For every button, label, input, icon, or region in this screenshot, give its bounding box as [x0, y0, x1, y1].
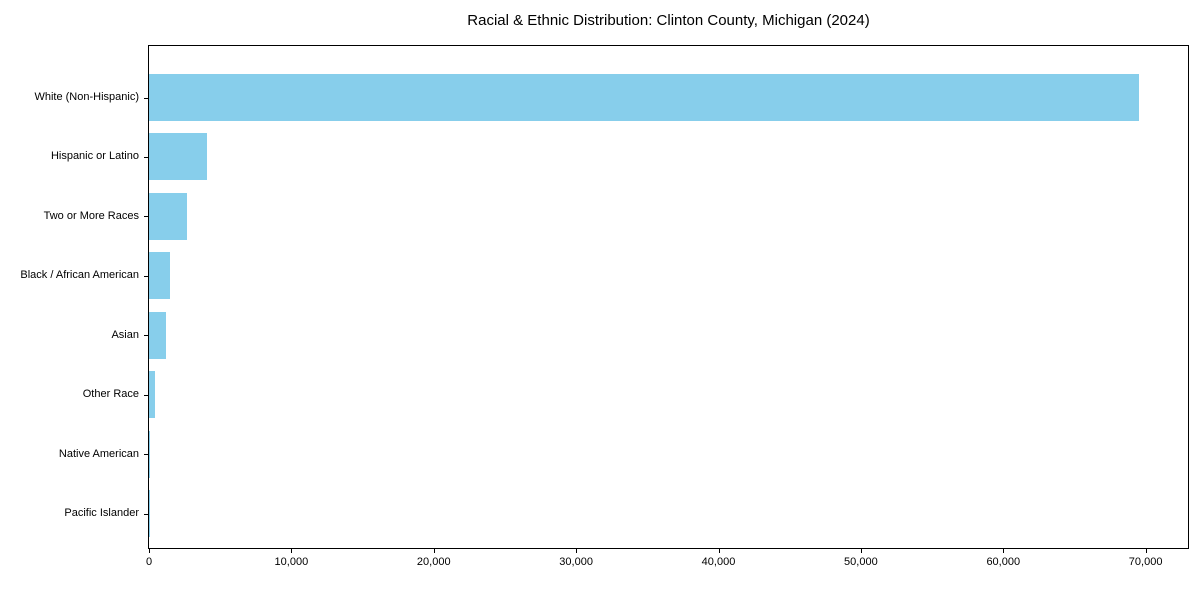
- chart-title: Racial & Ethnic Distribution: Clinton Co…: [467, 12, 870, 29]
- y-tick-mark: [144, 97, 148, 99]
- y-tick-mark: [144, 335, 148, 337]
- x-tick-mark: [291, 549, 293, 553]
- bar-white-non-hispanic: [149, 74, 1139, 121]
- bar-other-race: [149, 371, 156, 419]
- bar-asian: [149, 311, 167, 359]
- x-tick-label: 10,000: [274, 556, 309, 568]
- bar-black-african-american: [149, 252, 170, 300]
- x-tick-label: 0: [145, 556, 153, 568]
- y-tick-mark: [144, 216, 148, 218]
- y-tick-mark: [144, 275, 148, 277]
- x-tick-label: 30,000: [559, 556, 593, 568]
- x-tick-label: 60,000: [986, 556, 1021, 568]
- y-tick-label: Asian: [111, 328, 139, 341]
- y-tick-label: Hispanic or Latino: [50, 150, 139, 163]
- x-tick-label: 50,000: [844, 556, 878, 568]
- x-tick-mark: [433, 549, 435, 553]
- x-tick-mark: [1003, 549, 1005, 553]
- x-tick-label: 70,000: [1128, 556, 1163, 568]
- bar-hispanic-or-latino: [149, 133, 208, 181]
- y-tick-label: Two or More Races: [43, 209, 139, 222]
- y-tick-mark: [144, 513, 148, 515]
- x-tick-mark: [860, 549, 862, 553]
- x-tick-mark: [718, 549, 720, 553]
- x-tick-mark: [149, 549, 150, 553]
- y-tick-label: Black / African American: [20, 269, 139, 282]
- x-tick-label: 40,000: [701, 556, 736, 568]
- x-tick-mark: [1145, 549, 1147, 553]
- x-tick-mark: [576, 549, 578, 553]
- y-tick-mark: [144, 156, 148, 158]
- plot-area: [148, 45, 1189, 549]
- bar-two-or-more-races: [149, 192, 188, 240]
- y-tick-label: White (Non-Hispanic): [34, 91, 139, 103]
- y-tick-label: Other Race: [82, 388, 139, 401]
- y-tick-mark: [144, 454, 148, 456]
- y-tick-mark: [144, 394, 148, 396]
- bar-native-american: [149, 430, 151, 478]
- y-tick-label: Pacific Islander: [64, 507, 139, 520]
- x-tick-label: 20,000: [416, 556, 451, 568]
- y-tick-label: Native American: [58, 447, 139, 460]
